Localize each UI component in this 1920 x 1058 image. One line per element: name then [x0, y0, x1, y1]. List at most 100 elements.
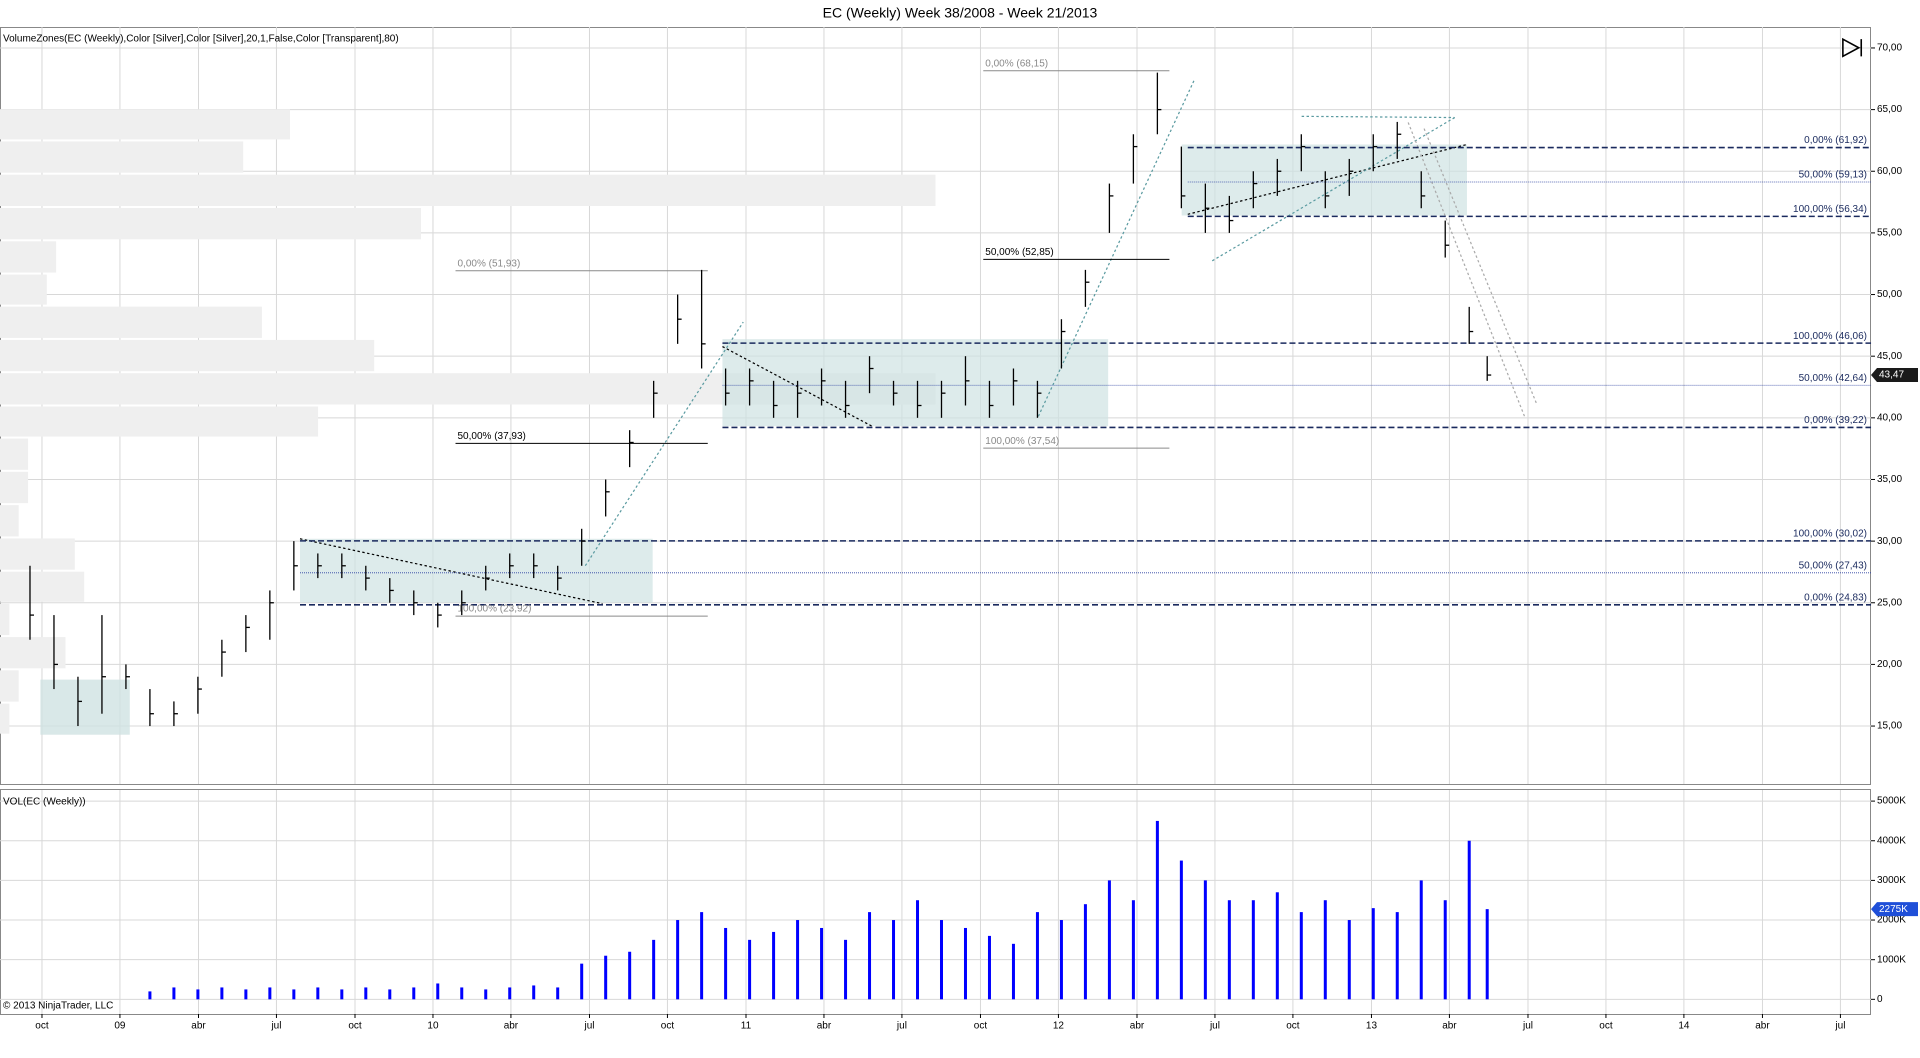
volume-bar — [628, 951, 632, 1000]
volume-bar — [916, 900, 920, 1000]
volume-bar — [148, 991, 152, 1000]
fib-label: 0,00% (24,83) — [1804, 593, 1867, 604]
y-tick-label: 65,00 — [1877, 104, 1902, 115]
volume-zone — [0, 438, 29, 470]
volume-bar — [364, 987, 368, 1000]
volume-bar — [772, 931, 776, 1000]
y-tick-label: 55,00 — [1877, 228, 1902, 239]
volume-title: VOL(EC (Weekly)) — [3, 797, 86, 808]
volume-bar — [172, 987, 176, 1000]
fib-label: 50,00% (27,43) — [1799, 560, 1867, 571]
volume-bar — [892, 920, 896, 1000]
volume-bar — [196, 989, 200, 1000]
volume-bar — [1395, 912, 1399, 1000]
fib-label: 50,00% (42,64) — [1799, 373, 1867, 384]
x-tick-label: 11 — [741, 1021, 752, 1032]
scroll-icon[interactable] — [1842, 37, 1863, 58]
volume-bar — [556, 987, 560, 1000]
volume-bar — [963, 927, 967, 1000]
x-tick-label: 09 — [114, 1021, 126, 1032]
y-tick-label: 0 — [1877, 994, 1883, 1005]
fib-label: 0,00% (68,15) — [985, 58, 1048, 69]
volume-bar — [508, 987, 512, 1000]
fib-label: 100,00% (46,06) — [1793, 331, 1867, 342]
volume-panel — [0, 789, 1871, 1015]
y-tick-label: 40,00 — [1877, 412, 1902, 423]
y-tick-label: 1000K — [1877, 954, 1906, 965]
volume-bar — [1155, 820, 1159, 1000]
volume-zone — [0, 306, 262, 338]
x-tick-label: abr — [504, 1021, 519, 1032]
volume-bar — [220, 987, 224, 1000]
volume-bar — [412, 987, 416, 1000]
volume-bar — [1443, 900, 1447, 1000]
volume-zone — [0, 603, 10, 636]
volume-bar — [868, 912, 872, 1000]
volume-bar — [1467, 840, 1471, 1000]
volume-bar — [340, 989, 344, 1000]
x-tick-label: abr — [1130, 1021, 1145, 1032]
y-tick-label: 20,00 — [1877, 659, 1902, 670]
indicator-label: VolumeZones(EC (Weekly),Color [Silver],C… — [3, 34, 399, 45]
volume-bar — [700, 912, 704, 1000]
volume-bar — [532, 985, 536, 1000]
y-tick-label: 2000K — [1877, 915, 1906, 926]
y-tick-label: 50,00 — [1877, 289, 1902, 300]
price-panel — [0, 27, 1871, 785]
x-tick-label: abr — [191, 1021, 206, 1032]
fib-label: 50,00% (59,13) — [1799, 170, 1867, 181]
volume-zones — [0, 109, 936, 734]
y-tick-label: 30,00 — [1877, 536, 1902, 547]
volume-bar — [1083, 904, 1087, 1000]
volume-bar — [796, 920, 800, 1000]
trend-line — [1301, 115, 1455, 119]
volume-bar — [1347, 920, 1351, 1000]
x-tick-label: abr — [1442, 1021, 1457, 1032]
fib-label: 50,00% (52,85) — [985, 247, 1053, 258]
volume-zone — [0, 274, 47, 305]
level-layer: 0,00% (61,92) 50,00% (59,13) 100,00% (56,3… — [300, 58, 1872, 617]
zone-box — [300, 538, 653, 603]
trend-line — [584, 321, 744, 567]
fib-label: 0,00% (39,22) — [1804, 415, 1867, 426]
volume-bar — [292, 989, 296, 1000]
volume-bar — [724, 927, 728, 1000]
y-tick-label: 3000K — [1877, 875, 1906, 886]
fib-label: 0,00% (61,92) — [1804, 135, 1867, 146]
x-tick-label: 14 — [1678, 1021, 1690, 1032]
x-tick-label: jul — [896, 1021, 907, 1032]
copyright: © 2013 NinjaTrader, LLC — [3, 1001, 113, 1012]
volume-bar — [1419, 880, 1423, 1000]
x-tick-label: oct — [348, 1021, 362, 1032]
volume-bar — [652, 939, 656, 1000]
x-tick-label: oct — [661, 1021, 675, 1032]
y-tick-label: 15,00 — [1877, 721, 1902, 732]
chart-title: EC (Weekly) Week 38/2008 - Week 21/2013 — [823, 5, 1098, 21]
x-tick-label: jul — [1522, 1021, 1533, 1032]
volume-zone — [0, 505, 19, 537]
volume-bar — [316, 987, 320, 1000]
volume-bar — [1131, 900, 1135, 1000]
channel-line — [1407, 122, 1526, 417]
volume-bar — [1485, 909, 1489, 1000]
volume-bar — [388, 989, 392, 1000]
y-tick-label: 5000K — [1877, 796, 1906, 807]
zone-box — [1181, 144, 1467, 216]
volume-zone — [0, 109, 291, 140]
volume-zone — [0, 406, 319, 437]
fib-label: 100,00% (37,54) — [985, 436, 1059, 447]
volume-bar — [1203, 880, 1207, 1000]
volume-bar — [1059, 920, 1063, 1000]
volume-bar — [820, 927, 824, 1000]
volume-bar — [1275, 892, 1279, 1000]
volume-bar — [580, 963, 584, 1000]
y-tick-label: 45,00 — [1877, 351, 1902, 362]
volume-bar — [1179, 860, 1183, 1000]
volume-bar — [748, 939, 752, 1000]
volume-bar — [676, 920, 680, 1000]
volume-zone — [0, 670, 19, 702]
volume-zone — [0, 241, 57, 273]
volume-zone — [0, 339, 375, 372]
y-tick-label: 60,00 — [1877, 166, 1902, 177]
volume-zone — [0, 538, 75, 570]
